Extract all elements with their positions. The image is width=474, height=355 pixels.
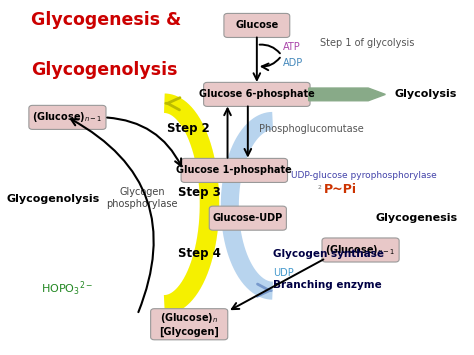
Text: Glycolysis: Glycolysis: [394, 89, 457, 99]
Text: Glucose 1-phosphate: Glucose 1-phosphate: [176, 165, 292, 175]
FancyBboxPatch shape: [224, 13, 290, 38]
Text: Glycogenesis: Glycogenesis: [376, 213, 458, 223]
Text: P~Pi: P~Pi: [324, 184, 356, 196]
Text: Glucose 6-phosphate: Glucose 6-phosphate: [199, 89, 315, 99]
Text: (Glucose)$_n$
[Glycogen]: (Glucose)$_n$ [Glycogen]: [159, 311, 219, 337]
Text: Glycogenolysis: Glycogenolysis: [6, 194, 100, 204]
Text: Phosphoglucomutase: Phosphoglucomutase: [259, 124, 364, 134]
Text: (Glucose)$_{n-1}$: (Glucose)$_{n-1}$: [325, 243, 396, 257]
FancyBboxPatch shape: [181, 158, 288, 182]
Text: (Glucose)$_{n-1}$: (Glucose)$_{n-1}$: [32, 110, 103, 124]
Text: Branching enzyme: Branching enzyme: [273, 280, 382, 290]
Text: HOPO$_3$$^{2-}$: HOPO$_3$$^{2-}$: [41, 280, 93, 298]
Text: Step 4: Step 4: [178, 247, 221, 260]
FancyArrow shape: [309, 88, 385, 101]
Text: Step 2: Step 2: [167, 122, 210, 135]
Text: Glycogen: Glycogen: [119, 187, 164, 197]
Text: Glucose: Glucose: [235, 21, 278, 31]
Text: ATP: ATP: [283, 42, 301, 53]
FancyBboxPatch shape: [322, 238, 399, 262]
Text: Glycogenesis &: Glycogenesis &: [31, 11, 182, 29]
FancyBboxPatch shape: [29, 105, 106, 130]
FancyBboxPatch shape: [204, 82, 310, 106]
FancyBboxPatch shape: [209, 206, 286, 230]
Text: Glycogenolysis: Glycogenolysis: [31, 61, 178, 79]
Text: ADP: ADP: [283, 58, 303, 68]
Text: UDP-glucose pyrophosphorylase: UDP-glucose pyrophosphorylase: [291, 171, 437, 180]
Text: ²: ²: [318, 185, 325, 195]
Text: UDP: UDP: [273, 268, 293, 278]
FancyBboxPatch shape: [151, 309, 228, 340]
Text: Glycogen synthase: Glycogen synthase: [273, 248, 383, 258]
Text: Step 1 of glycolysis: Step 1 of glycolysis: [320, 38, 414, 48]
Text: Step 3: Step 3: [178, 186, 221, 199]
Text: Glucose-UDP: Glucose-UDP: [213, 213, 283, 223]
Text: phosphorylase: phosphorylase: [106, 199, 178, 209]
